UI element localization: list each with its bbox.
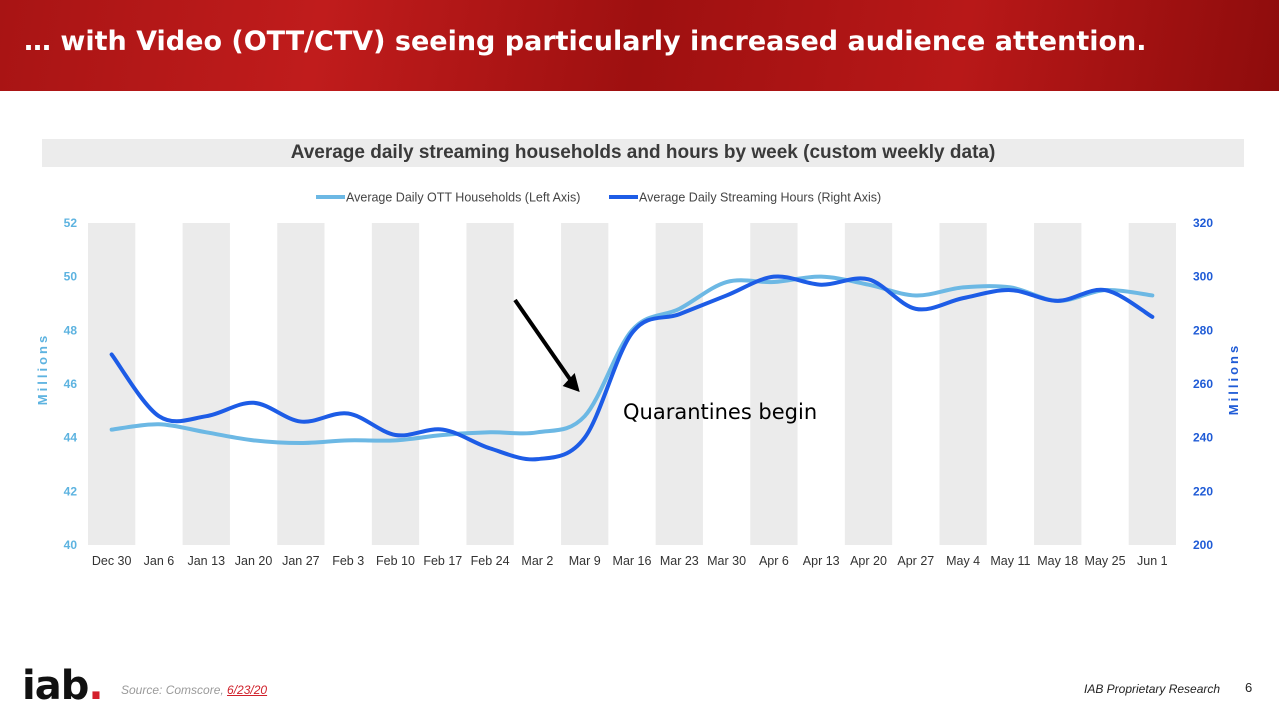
grid-band: [939, 223, 987, 545]
x-tick-label: Jan 27: [282, 554, 320, 568]
grid-band: [371, 223, 420, 545]
x-tick-label: Jan 6: [144, 554, 175, 568]
grid-band: [277, 223, 325, 545]
grid-band: [88, 223, 136, 545]
x-tick-label: Mar 16: [613, 554, 652, 568]
x-tick-label: Jun 1: [1137, 554, 1168, 568]
annotation-arrow-head: [562, 373, 580, 392]
x-tick-label: Feb 17: [423, 554, 462, 568]
right-tick-label: 320: [1193, 216, 1213, 230]
source-note: Source: Comscore, 6/23/20: [121, 683, 267, 697]
right-axis-title: Millions: [1226, 343, 1241, 415]
x-tick-label: Mar 23: [660, 554, 699, 568]
source-prefix: Source: Comscore,: [121, 683, 228, 697]
x-tick-label: May 18: [1037, 554, 1078, 568]
source-date-link[interactable]: 6/23/20: [227, 683, 268, 697]
right-tick-label: 260: [1193, 377, 1213, 391]
left-axis-title: Millions: [35, 333, 50, 405]
left-tick-label: 44: [64, 431, 78, 445]
x-tick-label: May 11: [990, 554, 1030, 568]
left-tick-label: 50: [64, 270, 78, 284]
x-tick-label: Feb 3: [332, 554, 364, 568]
proprietary-label: IAB Proprietary Research: [1084, 682, 1221, 696]
right-tick-label: 200: [1193, 538, 1213, 552]
legend-label-ott-households: Average Daily OTT Households (Left Axis): [346, 191, 580, 205]
annotation-arrow: [513, 298, 580, 392]
x-tick-label: Apr 27: [897, 554, 934, 568]
grid-band: [844, 223, 893, 545]
page-number: 6: [1245, 680, 1253, 695]
left-tick-label: 40: [64, 538, 78, 552]
left-tick-label: 52: [64, 216, 78, 230]
annotation-label: Quarantines begin: [623, 400, 817, 424]
right-tick-label: 280: [1193, 323, 1213, 337]
logo-text: iab: [22, 663, 89, 709]
x-tick-label: Mar 2: [521, 554, 553, 568]
x-tick-label: Feb 10: [376, 554, 415, 568]
annotation-arrow-shaft: [513, 298, 577, 388]
grid-band: [1128, 223, 1176, 545]
grid-band: [655, 223, 703, 545]
right-tick-label: 240: [1193, 431, 1213, 445]
right-tick-label: 220: [1193, 484, 1213, 498]
legend-label-streaming-hours: Average Daily Streaming Hours (Right Axi…: [639, 191, 881, 205]
x-tick-label: Jan 20: [235, 554, 273, 568]
grid-band: [182, 223, 230, 545]
title-banner: … with Video (OTT/CTV) seeing particular…: [0, 0, 1279, 91]
x-tick-label: Apr 20: [850, 554, 887, 568]
x-tick-label: Jan 13: [187, 554, 225, 568]
x-tick-label: Apr 13: [803, 554, 840, 568]
x-tick-label: May 4: [946, 554, 980, 568]
x-tick-label: May 25: [1085, 554, 1126, 568]
x-tick-label: Apr 6: [759, 554, 789, 568]
chart-title: Average daily streaming households and h…: [290, 142, 996, 163]
logo-dot: .: [88, 663, 103, 709]
x-tick-label: Feb 24: [471, 554, 510, 568]
left-tick-label: 48: [64, 323, 78, 337]
grid-band: [466, 223, 514, 545]
grid-band: [1034, 223, 1082, 545]
series-line-streaming-hours: [109, 274, 1155, 462]
slide-title: … with Video (OTT/CTV) seeing particular…: [24, 26, 1147, 57]
x-tick-label: Mar 9: [569, 554, 601, 568]
x-tick-label: Mar 30: [707, 554, 746, 568]
left-tick-label: 42: [64, 484, 78, 498]
left-tick-label: 46: [64, 377, 78, 391]
iab-logo: iab.: [22, 663, 104, 709]
x-tick-label: Dec 30: [92, 554, 132, 568]
grid-band: [750, 223, 798, 545]
right-tick-label: 300: [1193, 270, 1213, 284]
chart-title-bar: Average daily streaming households and h…: [42, 139, 1244, 167]
